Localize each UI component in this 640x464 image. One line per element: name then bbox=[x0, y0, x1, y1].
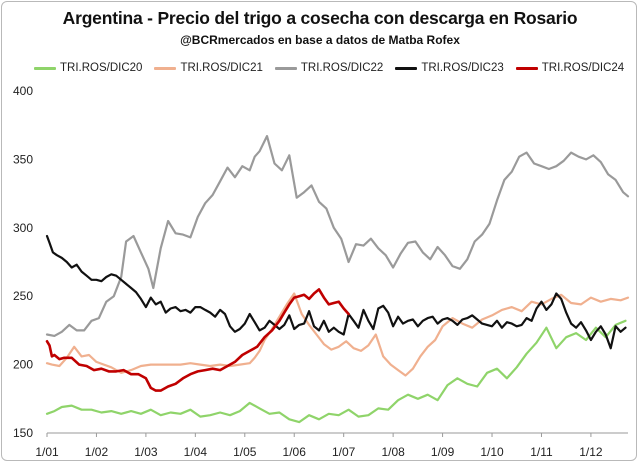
chart-legend: TRI.ROS/DIC20 TRI.ROS/DIC21 TRI.ROS/DIC22 T… bbox=[34, 60, 636, 76]
legend-swatch bbox=[515, 66, 538, 70]
y-tick-label: 300 bbox=[13, 221, 33, 235]
y-tick-label: 250 bbox=[13, 289, 33, 303]
x-tick-label: 1/08 bbox=[381, 445, 405, 459]
legend-label: TRI.ROS/DIC23 bbox=[421, 62, 504, 74]
chart-title: Argentina - Precio del trigo a cosecha c… bbox=[62, 8, 578, 28]
legend-swatch bbox=[395, 66, 418, 70]
legend-swatch bbox=[154, 66, 177, 70]
y-tick-label: 350 bbox=[13, 152, 33, 166]
x-tick-label: 1/04 bbox=[184, 445, 208, 459]
legend-item: TRI.ROS/DIC24 bbox=[515, 62, 625, 74]
series-line-tri-ros-dic20 bbox=[45, 319, 627, 424]
legend-item: TRI.ROS/DIC22 bbox=[274, 62, 384, 74]
legend-item: TRI.ROS/DIC23 bbox=[395, 62, 504, 74]
series-line-tri-ros-dic23 bbox=[45, 234, 627, 350]
chart-subtitle: @BCRmercados en base a datos de Matba Ro… bbox=[180, 33, 460, 47]
x-tick-label: 1/02 bbox=[85, 445, 109, 459]
y-tick-label: 200 bbox=[13, 358, 33, 372]
series-line-tri-ros-dic22 bbox=[45, 135, 630, 337]
legend-label: TRI.ROS/DIC21 bbox=[180, 62, 263, 74]
legend-swatch bbox=[34, 66, 56, 70]
x-tick-label: 1/11 bbox=[530, 445, 553, 459]
series-layer bbox=[45, 135, 630, 424]
legend-swatch bbox=[274, 66, 297, 70]
x-tick-label: 1/05 bbox=[233, 445, 257, 459]
legend-label: TRI.ROS/DIC20 bbox=[60, 62, 143, 74]
series-line-tri-ros-dic24 bbox=[45, 288, 350, 392]
x-tick-label: 1/06 bbox=[283, 445, 307, 459]
x-tick-label: 1/07 bbox=[332, 445, 356, 459]
y-tick-label: 400 bbox=[13, 84, 33, 98]
x-tick-label: 1/03 bbox=[134, 445, 158, 459]
y-tick-label: 150 bbox=[13, 426, 33, 440]
x-tick-label: 1/01 bbox=[35, 445, 59, 459]
axes: 150 200 250 300 350 400 1/01 1/02 1/03 1/04 1/05 1/… bbox=[13, 84, 628, 459]
legend-label: TRI.ROS/DIC22 bbox=[300, 62, 384, 74]
x-tick-label: 1/10 bbox=[480, 445, 504, 459]
legend-item: TRI.ROS/DIC21 bbox=[154, 62, 263, 74]
series-line-tri-ros-dic21 bbox=[45, 292, 630, 377]
legend-item: TRI.ROS/DIC20 bbox=[34, 62, 142, 74]
legend-label: TRI.ROS/DIC24 bbox=[541, 62, 625, 74]
x-tick-label: 1/12 bbox=[579, 445, 603, 459]
x-tick-label: 1/09 bbox=[431, 445, 455, 459]
